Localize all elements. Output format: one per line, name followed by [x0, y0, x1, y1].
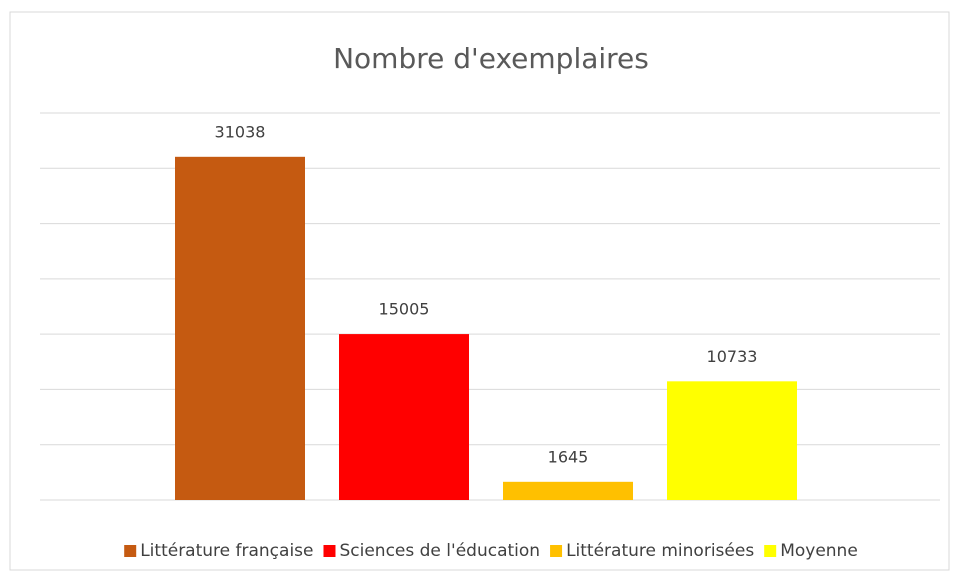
legend-swatch [323, 545, 336, 557]
bar [667, 381, 797, 500]
legend-label: Moyenne [780, 541, 858, 561]
chart-frame [9, 11, 950, 571]
legend-label: Sciences de l'éducation [339, 541, 540, 561]
data-label: 10733 [707, 347, 758, 366]
data-label: 1645 [548, 447, 589, 466]
legend-swatch [764, 545, 777, 557]
bar [339, 334, 469, 500]
legend-swatch [124, 545, 137, 557]
legend-swatch [550, 545, 563, 557]
data-label: 31038 [215, 122, 266, 141]
data-label: 15005 [379, 300, 430, 319]
legend-label: Littérature française [140, 541, 313, 561]
bar [175, 156, 305, 500]
chart-title: Nombre d'exemplaires [333, 42, 649, 75]
bar [503, 481, 633, 500]
legend-label: Littérature minorisées [566, 541, 754, 561]
